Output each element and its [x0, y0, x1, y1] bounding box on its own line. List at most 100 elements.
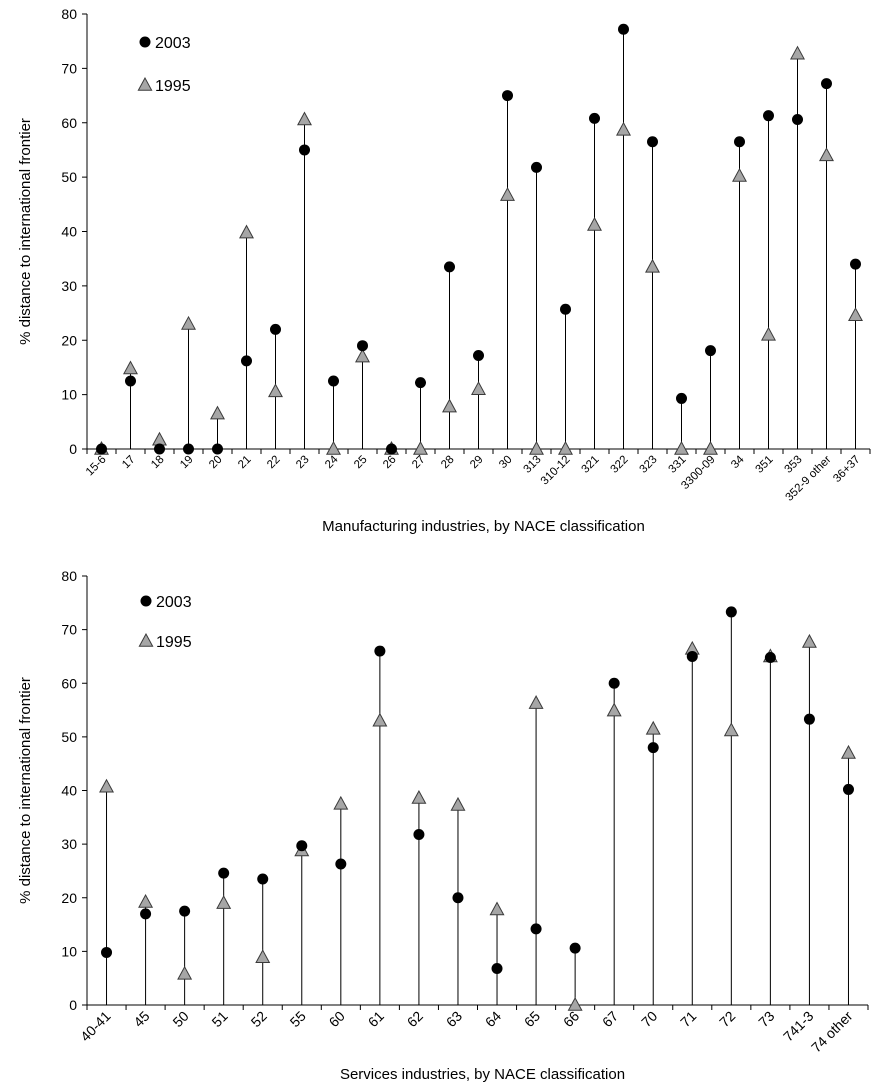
mfg-legend-marker-1995 [137, 76, 153, 91]
svc-point-2003 [452, 892, 464, 904]
svc-x-tick-label: 73 [755, 1008, 777, 1030]
svc-point-2003 [296, 840, 308, 852]
svc-legend-marker-1995 [138, 632, 154, 647]
svc-chart: 0 10 20 30 40 50 60 70 80 40-41 45 50 51 52 55 60 61 62 63… [17, 568, 869, 1083]
mfg-x-tick-label: 15-6 [84, 454, 109, 479]
mfg-y-tick-label: 30 [61, 278, 77, 294]
mfg-point-2003 [96, 443, 107, 455]
svc-y-tick-label: 20 [61, 890, 77, 906]
svc-point-2003 [179, 905, 191, 917]
mfg-x-tick-label: 25 [352, 454, 370, 472]
mfg-point-1995 [152, 431, 167, 446]
mfg-point-2003 [618, 23, 629, 35]
svc-x-tick-label: 55 [287, 1008, 309, 1030]
mfg-x-tick-label: 20 [207, 454, 225, 472]
svc-point-1995 [255, 949, 271, 964]
svc-point-1995 [606, 702, 622, 717]
svc-x-tick-label: 71 [677, 1008, 699, 1030]
mfg-y-tick-label: 40 [61, 224, 77, 240]
mfg-point-2003 [647, 136, 658, 148]
svc-y-tick-label: 30 [61, 836, 77, 852]
svc-point-1995 [333, 795, 349, 810]
mfg-x-tick-label: 24 [323, 453, 341, 471]
mfg-x-tick-label: 313 [522, 454, 544, 476]
mfg-point-1995 [123, 360, 138, 375]
mfg-y-tick-label: 20 [61, 332, 77, 348]
mfg-point-2003 [154, 443, 165, 455]
svc-point-1995 [372, 712, 388, 727]
svc-point-2003 [140, 908, 152, 920]
svc-legend-marker-2003 [140, 595, 152, 607]
svc-x-tick-label: 63 [443, 1008, 465, 1030]
mfg-x-tick-label: 29 [468, 454, 486, 472]
svc-point-1995 [801, 633, 817, 648]
mfg-point-1995 [210, 405, 225, 420]
svc-point-1995 [177, 965, 193, 980]
mfg-x-tick-label: 351 [754, 454, 776, 476]
mfg-point-1995 [471, 381, 486, 395]
mfg-x-tick-label: 23 [294, 454, 312, 472]
svc-x-tick-label: 61 [365, 1008, 387, 1030]
svc-y-tick-label: 60 [61, 675, 77, 691]
svc-point-2003 [530, 923, 542, 935]
svc-point-2003 [218, 867, 230, 879]
svc-point-1995 [489, 901, 505, 916]
mfg-x-tick-label: 28 [439, 454, 457, 472]
svc-x-tick-label: 60 [326, 1008, 348, 1030]
mfg-point-2003 [299, 144, 310, 156]
mfg-y-tick-label: 0 [69, 441, 77, 457]
mfg-legend-label-2003: 2003 [155, 35, 191, 52]
svc-x-tick-label: 40-41 [77, 1008, 114, 1045]
svc-x-tick-label: 74 other [808, 1008, 856, 1056]
svc-point-2003 [335, 858, 347, 870]
mfg-point-1995 [703, 440, 718, 455]
svc-x-tick-label: 65 [521, 1008, 543, 1030]
mfg-point-1995 [558, 440, 573, 455]
mfg-x-tick-label: 27 [410, 454, 428, 472]
svc-point-2003 [374, 645, 386, 657]
svc-point-1995 [99, 778, 115, 793]
mfg-point-1995 [326, 440, 341, 455]
mfg-x-tick-label: 353 [783, 454, 805, 476]
mfg-point-1995 [674, 440, 689, 455]
svc-x-tick-label: 741-3 [780, 1008, 817, 1045]
svc-point-1995 [216, 895, 232, 909]
mfg-y-tick-label: 60 [61, 115, 77, 131]
svc-x-tick-label: 52 [248, 1008, 270, 1030]
mfg-point-2003 [241, 355, 252, 367]
mfg-point-2003 [676, 392, 687, 404]
svc-x-tick-label: 51 [208, 1008, 230, 1030]
mfg-y-tick-label: 10 [61, 387, 77, 403]
mfg-point-2003 [792, 113, 803, 125]
mfg-point-1995 [587, 216, 602, 231]
mfg-point-2003 [444, 261, 455, 273]
svc-legend-label-2003: 2003 [156, 594, 192, 611]
mfg-point-2003 [183, 443, 194, 455]
mfg-point-1995 [297, 111, 312, 126]
svc-x-tick-label: 62 [404, 1008, 426, 1030]
mfg-x-tick-label: 331 [667, 454, 689, 476]
mfg-point-2003 [705, 345, 716, 357]
mfg-point-2003 [560, 303, 571, 315]
mfg-point-1995 [500, 187, 515, 201]
mfg-x-axis-title: Manufacturing industries, by NACE classi… [322, 518, 645, 535]
svc-point-2003 [491, 963, 503, 975]
mfg-x-tick-label: 30 [497, 454, 515, 472]
svc-point-2003 [686, 650, 698, 662]
mfg-point-2003 [125, 375, 136, 387]
mfg-x-tick-label: 21 [236, 454, 254, 472]
svc-point-2003 [101, 946, 113, 958]
svc-point-2003 [764, 652, 776, 664]
mfg-x-tick-label: 34 [729, 453, 747, 471]
mfg-point-1995 [181, 315, 196, 330]
svc-point-2003 [257, 873, 269, 885]
svc-point-1995 [645, 720, 661, 735]
svc-point-2003 [803, 713, 815, 725]
mfg-point-1995 [239, 224, 254, 239]
svc-point-1995 [411, 789, 427, 804]
mfg-point-2003 [850, 258, 861, 270]
mfg-x-tick-label: 17 [120, 454, 138, 472]
svc-y-tick-label: 70 [61, 622, 77, 638]
mfg-point-1995 [355, 348, 370, 363]
